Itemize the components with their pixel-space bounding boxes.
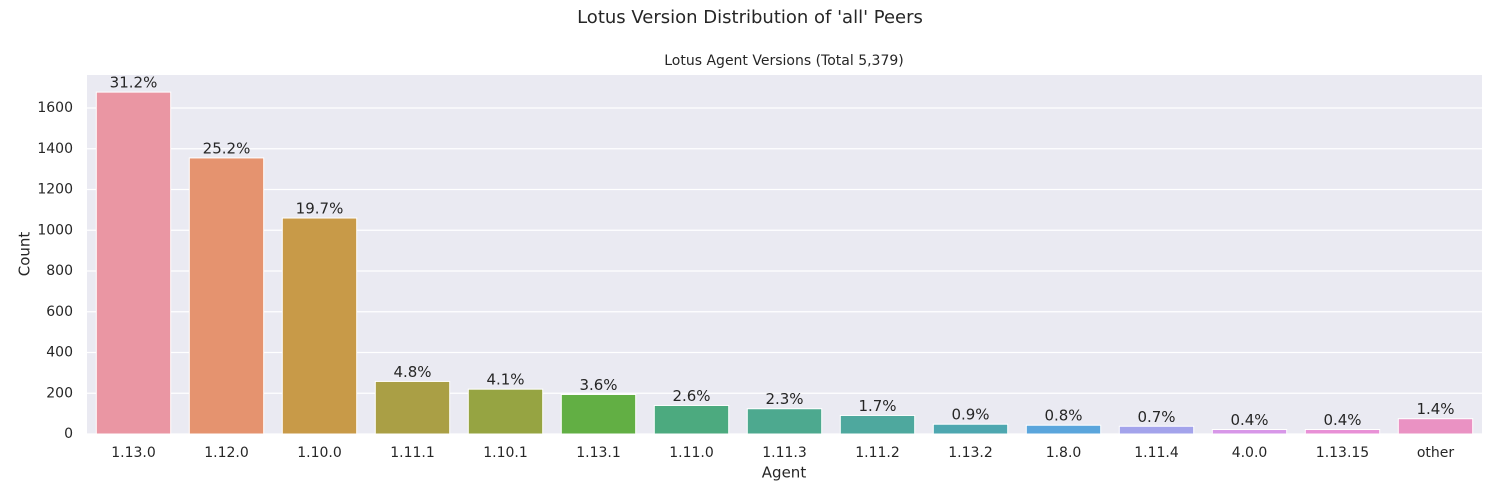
data-label: 2.3% xyxy=(765,390,803,408)
data-label: 31.2% xyxy=(110,74,158,92)
data-label: 25.2% xyxy=(203,139,251,157)
data-label: 0.7% xyxy=(1137,408,1175,426)
bar xyxy=(374,380,451,435)
bar xyxy=(1304,429,1381,435)
bar xyxy=(839,414,916,435)
x-axis-label: Agent xyxy=(762,464,807,482)
x-tick-label: 1.12.0 xyxy=(204,445,249,461)
y-tick-label: 400 xyxy=(46,345,73,361)
bar xyxy=(746,408,823,435)
y-axis-label: Count xyxy=(16,232,34,277)
bar xyxy=(560,393,637,435)
bar xyxy=(1118,425,1195,435)
x-tick-label: 1.10.0 xyxy=(297,445,342,461)
x-tick-label: 1.11.2 xyxy=(855,445,900,461)
data-label: 1.4% xyxy=(1416,400,1454,418)
data-label: 0.8% xyxy=(1044,407,1082,425)
x-tick-label: other xyxy=(1417,445,1455,461)
bar xyxy=(1397,418,1474,435)
data-label: 3.6% xyxy=(579,376,617,394)
bar xyxy=(653,404,730,435)
x-tick-label: 1.8.0 xyxy=(1046,445,1082,461)
y-tick-label: 1600 xyxy=(37,100,73,116)
data-label: 0.9% xyxy=(951,406,989,424)
x-tick-label: 1.13.2 xyxy=(948,445,993,461)
x-tick-label: 1.13.1 xyxy=(576,445,621,461)
data-label: 1.7% xyxy=(858,397,896,415)
data-label: 0.4% xyxy=(1323,411,1361,429)
y-tick-label: 1200 xyxy=(37,182,73,198)
bar xyxy=(932,423,1009,435)
x-tick-label: 1.10.1 xyxy=(483,445,528,461)
chart-title: Lotus Version Distribution of 'all' Peer… xyxy=(577,7,923,28)
data-label: 4.8% xyxy=(393,363,431,381)
bar xyxy=(95,91,172,435)
bar xyxy=(188,157,265,435)
bar xyxy=(281,217,358,435)
x-tick-label: 1.11.4 xyxy=(1134,445,1179,461)
y-tick-label: 200 xyxy=(46,385,73,401)
x-tick-label: 1.11.3 xyxy=(762,445,807,461)
y-tick-label: 1400 xyxy=(37,141,73,157)
x-tick-label: 1.11.0 xyxy=(669,445,714,461)
bar xyxy=(1211,429,1288,435)
x-tick-label: 1.13.15 xyxy=(1316,445,1369,461)
bar xyxy=(467,388,544,435)
x-tick-label: 4.0.0 xyxy=(1232,445,1268,461)
y-tick-label: 1000 xyxy=(37,222,73,238)
x-tick-label: 1.13.0 xyxy=(111,445,156,461)
bar xyxy=(1025,424,1102,435)
x-tick-label: 1.11.1 xyxy=(390,445,435,461)
data-label: 2.6% xyxy=(672,387,710,405)
data-label: 19.7% xyxy=(296,200,344,218)
chart-subtitle: Lotus Agent Versions (Total 5,379) xyxy=(664,53,904,69)
y-tick-label: 0 xyxy=(64,426,73,442)
data-label: 0.4% xyxy=(1230,411,1268,429)
data-label: 4.1% xyxy=(486,371,524,389)
y-tick-label: 600 xyxy=(46,304,73,320)
y-tick-label: 800 xyxy=(46,263,73,279)
